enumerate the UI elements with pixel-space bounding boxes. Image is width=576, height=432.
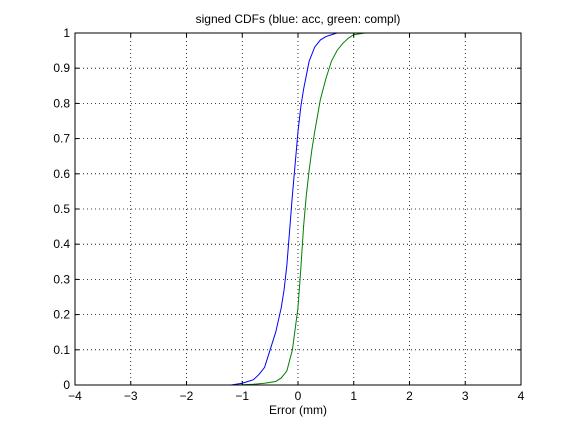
chart-title: signed CDFs (blue: acc, green: compl) [196,12,401,26]
y-tick-label: 0.1 [53,343,70,357]
y-tick-label: 0.6 [53,167,70,181]
x-tick-labels: −4 −3 −2 −1 0 1 2 3 4 [68,389,525,403]
x-tick-label: −4 [68,389,82,403]
x-tick-label: −3 [124,389,138,403]
y-tick-label: 1 [63,26,70,40]
x-tick-label: 3 [462,389,469,403]
x-tick-label: 2 [406,389,413,403]
y-tick-label: 0.3 [53,272,70,286]
series-line-1 [75,32,521,386]
y-tick-label: 0.7 [53,132,70,146]
y-tick-label: 0.9 [53,61,70,75]
series-layer [75,32,521,386]
y-tick-label: 0 [63,378,70,392]
x-axis-label: Error (mm) [269,403,327,417]
y-tick-label: 0.4 [53,237,70,251]
x-tick-label: −2 [180,389,194,403]
grid-lines [75,33,521,385]
x-tick-label: 4 [518,389,525,403]
x-tick-label: −1 [235,389,249,403]
x-tick-label: 0 [295,389,302,403]
y-tick-label: 0.8 [53,96,70,110]
y-tick-label: 0.5 [53,202,70,216]
tick-marks [74,32,522,386]
series-line-2 [75,32,521,386]
y-tick-label: 0.2 [53,308,70,322]
x-tick-label: 1 [350,389,357,403]
y-tick-labels: 0 0.1 0.2 0.3 0.4 0.5 0.6 0.7 0.8 0.9 1 [53,26,70,392]
